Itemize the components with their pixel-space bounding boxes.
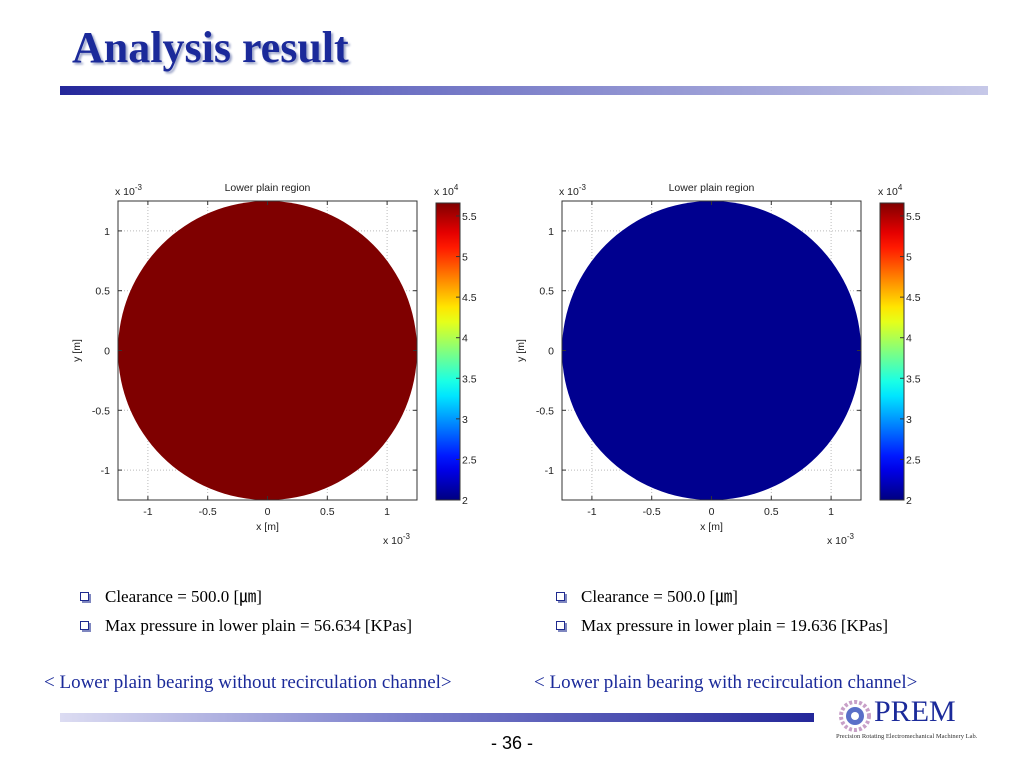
- chart-group: -1 -0.5 0 0.5 1 1 0.5 0 -0.5 -1 Lower plain region…: [515, 182, 921, 547]
- x-tick-label: -1: [587, 506, 596, 518]
- colorbar-tick-label: 4.5: [906, 292, 921, 304]
- title-underline-bar: [60, 86, 988, 95]
- y-tick-label: -0.5: [536, 405, 554, 417]
- colorbar-tick-label: 3.5: [906, 373, 921, 385]
- x-exponent-label: x 10-3: [827, 532, 855, 547]
- colorbar-tick-label: 2: [462, 495, 468, 507]
- list-item: Max pressure in lower plain = 19.636 [KP…: [554, 615, 888, 644]
- prem-logo: PREM Precision Rotating Electromechanica…: [836, 695, 996, 745]
- logo-name: PREM: [874, 695, 956, 728]
- x-tick-label: -1: [143, 506, 152, 518]
- right-pressure-plot: -1 -0.5 0 0.5 1 1 0.5 0 -0.5 -1 Lower plain region…: [515, 182, 921, 547]
- left-bullet-list: Clearance = 500.0 [㎛] Max pressure in lo…: [78, 586, 412, 644]
- list-item: Max pressure in lower plain = 56.634 [KP…: [78, 615, 412, 644]
- colorbar-tick-label: 3: [462, 414, 468, 426]
- colorbar-exponent-label: x 104: [434, 183, 459, 198]
- x-tick-label: 1: [828, 506, 834, 518]
- colorbar-tick-label: 5: [462, 252, 468, 264]
- colorbar-tick-label: 2: [906, 495, 912, 507]
- x-exponent-power: -3: [403, 532, 411, 541]
- logo-subtitle: Precision Rotating Electromechanical Mac…: [836, 733, 978, 740]
- list-item: Clearance = 500.0 [㎛]: [78, 586, 412, 615]
- y-exponent-label: x 10-3: [559, 183, 587, 198]
- left-pressure-plot: -1 -0.5 0 0.5 1 1 0.5 0 -0.5 -1 Lower plain region…: [71, 182, 477, 547]
- colorbar-exponent-label: x 104: [878, 183, 903, 198]
- y-tick-label: 1: [548, 226, 554, 238]
- y-tick-label: -1: [545, 465, 554, 477]
- y-exponent-power: -3: [579, 183, 587, 192]
- footer-bar: [60, 713, 814, 722]
- y-tick-label: -1: [101, 465, 110, 477]
- gear-logo-icon: [839, 700, 871, 732]
- bullet-box-icon: [80, 592, 89, 601]
- x-tick-label: 0.5: [764, 506, 779, 518]
- colorbar-tick-label: 4: [906, 333, 912, 345]
- chart-title: Lower plain region: [669, 182, 755, 194]
- y-exponent-label: x 10-3: [115, 183, 143, 198]
- y-tick-label: -0.5: [92, 405, 110, 417]
- x-tick-label: 0: [265, 506, 271, 518]
- right-caption: < Lower plain bearing with recirculation…: [534, 672, 918, 693]
- page-number: - 36 -: [490, 733, 533, 753]
- colorbar: [435, 202, 461, 501]
- colorbar: [879, 202, 905, 501]
- slide-title: Analysis result: [72, 23, 349, 72]
- y-axis-label: y [m]: [515, 339, 527, 362]
- pressure-region: [562, 201, 861, 500]
- x-axis-label: x [m]: [256, 521, 279, 533]
- y-tick-label: 1: [104, 226, 110, 238]
- pressure-region: [118, 201, 417, 500]
- max-pressure-text: Max pressure in lower plain = 56.634 [KP…: [105, 616, 413, 635]
- bullet-box-icon: [556, 621, 565, 630]
- colorbar-exponent-power: 4: [454, 183, 459, 192]
- colorbar-tick-label: 5: [906, 252, 912, 264]
- x-exponent-power: -3: [847, 532, 855, 541]
- clearance-text: Clearance = 500.0 [㎛]: [105, 587, 262, 606]
- chart-group: -1 -0.5 0 0.5 1 1 0.5 0 -0.5 -1 Lower plain region…: [71, 182, 477, 547]
- bullet-box-icon: [556, 592, 565, 601]
- colorbar-tick-label: 3: [906, 414, 912, 426]
- colorbar-tick-label: 5.5: [906, 211, 921, 223]
- right-bullet-list: Clearance = 500.0 [㎛] Max pressure in lo…: [554, 586, 888, 644]
- y-exponent-power: -3: [135, 183, 143, 192]
- x-tick-label: 0.5: [320, 506, 335, 518]
- x-tick-label: 0: [709, 506, 715, 518]
- x-axis-label: x [m]: [700, 521, 723, 533]
- colorbar-tick-label: 4: [462, 333, 468, 345]
- colorbar-exponent-power: 4: [898, 183, 903, 192]
- y-axis-label: y [m]: [71, 339, 83, 362]
- y-tick-label: 0: [104, 346, 110, 358]
- colorbar-tick-label: 2.5: [906, 454, 921, 466]
- list-item: Clearance = 500.0 [㎛]: [554, 586, 888, 615]
- bullet-box-icon: [80, 621, 89, 630]
- x-exponent-label: x 10-3: [383, 532, 411, 547]
- left-caption: < Lower plain bearing without recirculat…: [44, 672, 452, 693]
- clearance-text: Clearance = 500.0 [㎛]: [581, 587, 738, 606]
- x-tick-label: -0.5: [643, 506, 661, 518]
- chart-title: Lower plain region: [225, 182, 311, 194]
- x-tick-label: 1: [384, 506, 390, 518]
- y-tick-label: 0.5: [539, 286, 554, 298]
- x-tick-label: -0.5: [199, 506, 217, 518]
- colorbar-tick-label: 2.5: [462, 454, 477, 466]
- colorbar-tick-label: 4.5: [462, 292, 477, 304]
- y-tick-label: 0: [548, 346, 554, 358]
- colorbar-tick-label: 5.5: [462, 211, 477, 223]
- y-tick-label: 0.5: [95, 286, 110, 298]
- colorbar-tick-label: 3.5: [462, 373, 477, 385]
- max-pressure-text: Max pressure in lower plain = 19.636 [KP…: [581, 616, 889, 635]
